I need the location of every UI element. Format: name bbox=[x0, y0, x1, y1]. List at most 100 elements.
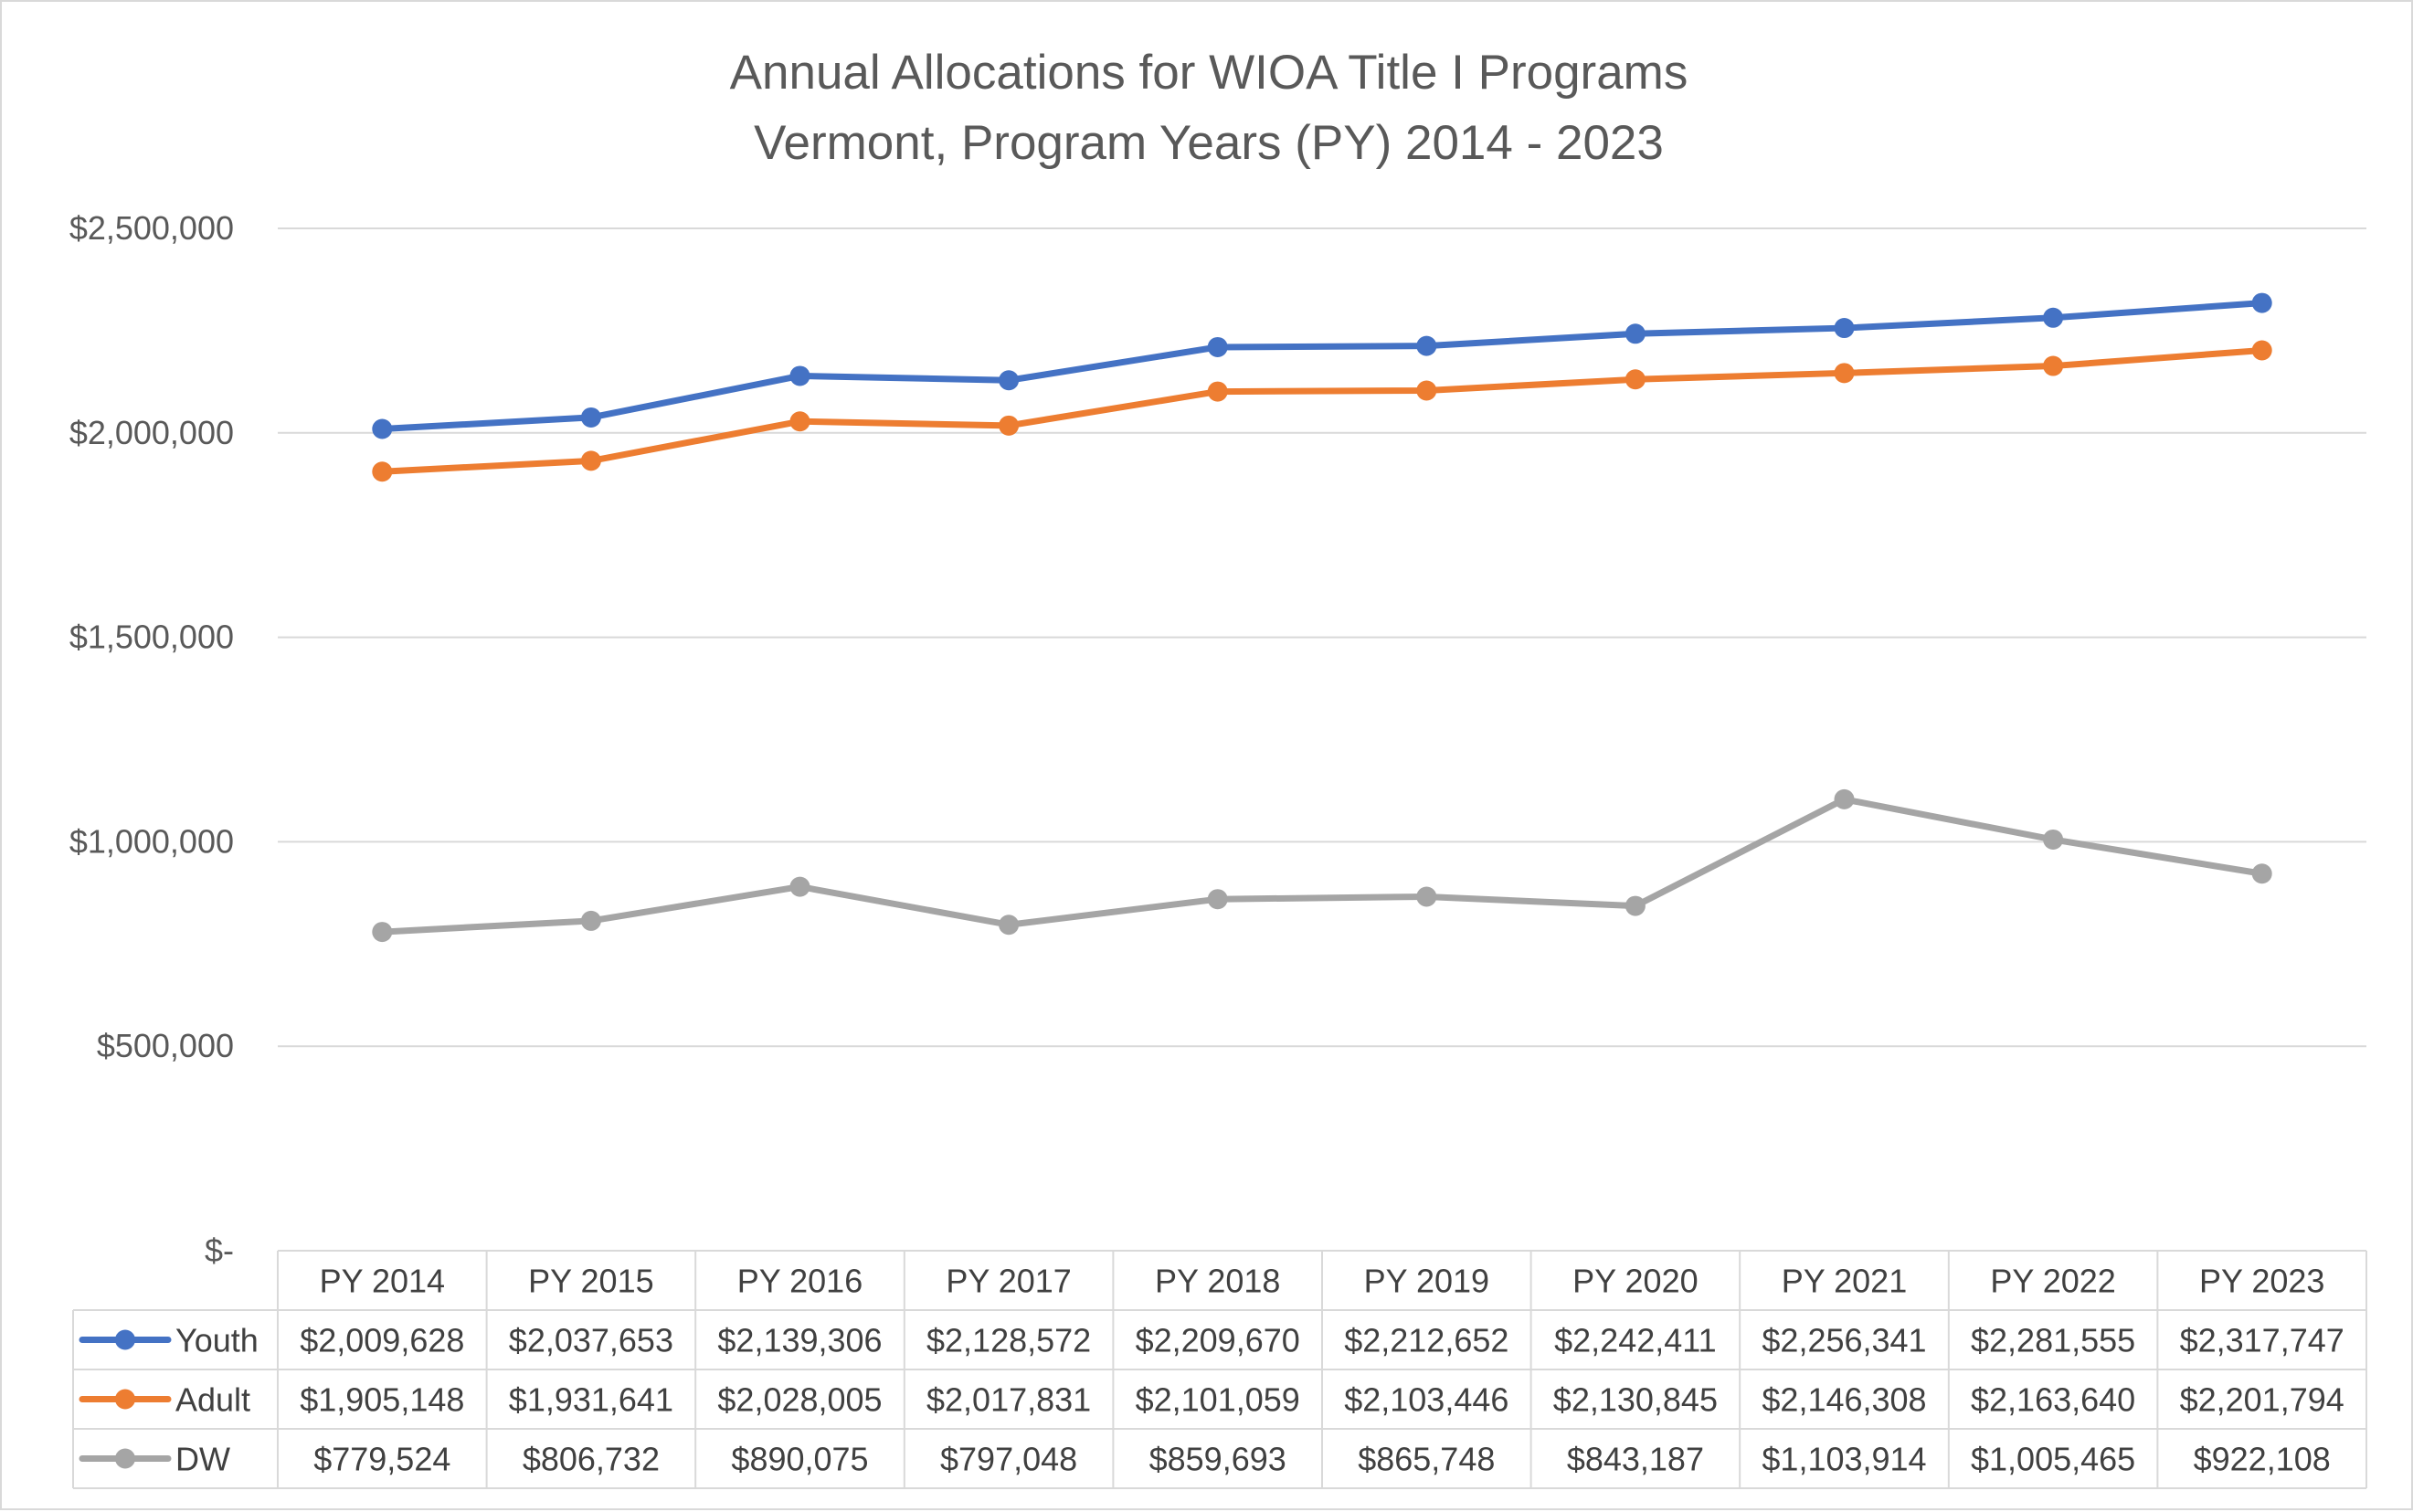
data-point bbox=[1207, 381, 1228, 402]
y-tick-label: $2,000,000 bbox=[69, 414, 234, 451]
data-point bbox=[372, 418, 393, 439]
data-point bbox=[1834, 318, 1855, 339]
category-label: PY 2016 bbox=[737, 1263, 863, 1300]
table-value: $2,028,005 bbox=[717, 1381, 882, 1419]
legend-key-dw bbox=[79, 1448, 172, 1469]
data-point bbox=[999, 415, 1020, 436]
data-point bbox=[2043, 355, 2064, 376]
table-value: $2,209,670 bbox=[1136, 1322, 1300, 1359]
data-point bbox=[580, 450, 601, 471]
data-point bbox=[2043, 829, 2064, 850]
y-tick-label: $2,500,000 bbox=[69, 209, 234, 247]
series-line-youth bbox=[378, 300, 2266, 432]
legend-marker bbox=[115, 1389, 135, 1410]
category-label: PY 2021 bbox=[1782, 1263, 1907, 1300]
table-value: $2,139,306 bbox=[717, 1322, 882, 1359]
table-value: $1,905,148 bbox=[300, 1381, 464, 1419]
series-line-dw bbox=[378, 796, 2266, 936]
chart-title: Annual Allocations for WIOA Title I Prog… bbox=[730, 46, 1688, 170]
data-point bbox=[1416, 380, 1437, 401]
data-point bbox=[1625, 369, 1646, 390]
category-label: PY 2014 bbox=[320, 1263, 445, 1300]
data-point bbox=[1416, 886, 1437, 907]
legend-key-youth bbox=[79, 1329, 172, 1350]
table-value: $843,187 bbox=[1567, 1441, 1704, 1478]
series-youth bbox=[372, 292, 2272, 439]
table-value: $2,212,652 bbox=[1344, 1322, 1508, 1359]
data-point bbox=[789, 876, 810, 897]
data-point bbox=[789, 365, 810, 386]
y-tick-label: $1,500,000 bbox=[69, 619, 234, 656]
legend-marker bbox=[115, 1329, 135, 1350]
chart-title-line-1: Annual Allocations for WIOA Title I Prog… bbox=[730, 46, 1688, 100]
category-label: PY 2020 bbox=[1572, 1263, 1698, 1300]
series-dw bbox=[372, 788, 2272, 943]
table-value: $2,130,845 bbox=[1553, 1381, 1718, 1419]
data-point bbox=[2251, 292, 2272, 313]
series-adult bbox=[372, 340, 2272, 482]
category-label: PY 2015 bbox=[528, 1263, 653, 1300]
table-value: $779,524 bbox=[313, 1441, 450, 1478]
data-point bbox=[1207, 336, 1228, 357]
data-point bbox=[1416, 335, 1437, 356]
table-value: $2,017,831 bbox=[926, 1381, 1091, 1419]
legend-marker bbox=[115, 1448, 135, 1469]
legend-label: DW bbox=[175, 1441, 230, 1478]
legend-label: Adult bbox=[175, 1381, 250, 1419]
data-point bbox=[2043, 307, 2064, 328]
series-line-adult bbox=[378, 346, 2266, 475]
gridlines bbox=[278, 227, 2366, 1048]
table-value: $2,242,411 bbox=[1554, 1322, 1717, 1359]
data-point bbox=[1834, 363, 1855, 384]
data-point bbox=[999, 370, 1020, 391]
category-label: PY 2017 bbox=[946, 1263, 1071, 1300]
table-value: $806,732 bbox=[523, 1441, 660, 1478]
plot-area bbox=[372, 292, 2272, 943]
category-label: PY 2022 bbox=[1990, 1263, 2115, 1300]
data-point bbox=[372, 922, 393, 943]
table-value: $2,101,059 bbox=[1136, 1381, 1300, 1419]
data-point bbox=[580, 910, 601, 931]
table-value: $2,103,446 bbox=[1344, 1381, 1508, 1419]
table-value: $922,108 bbox=[2194, 1441, 2331, 1478]
data-point bbox=[2251, 863, 2272, 884]
data-point bbox=[1625, 895, 1646, 916]
category-label: PY 2018 bbox=[1155, 1263, 1280, 1300]
table-value: $2,317,747 bbox=[2180, 1322, 2344, 1359]
data-point bbox=[999, 915, 1020, 936]
data-point bbox=[1207, 889, 1228, 910]
data-point bbox=[372, 461, 393, 482]
table-value: $859,693 bbox=[1149, 1441, 1286, 1478]
table-value: $2,037,653 bbox=[509, 1322, 673, 1359]
legend-label: Youth bbox=[175, 1322, 259, 1359]
table-value: $1,005,465 bbox=[1971, 1441, 2135, 1478]
data-point bbox=[1834, 788, 1855, 809]
table-value: $2,146,308 bbox=[1762, 1381, 1926, 1419]
chart-title-line-2: Vermont, Program Years (PY) 2014 - 2023 bbox=[754, 116, 1664, 170]
table-value: $1,931,641 bbox=[509, 1381, 673, 1419]
table-value: $890,075 bbox=[731, 1441, 868, 1478]
y-tick-label: $1,000,000 bbox=[69, 822, 234, 860]
table-value: $2,256,341 bbox=[1762, 1322, 1926, 1359]
category-label: PY 2019 bbox=[1364, 1263, 1489, 1300]
category-label: PY 2023 bbox=[2199, 1263, 2324, 1300]
table-value: $1,103,914 bbox=[1762, 1441, 1926, 1478]
table-value: $2,201,794 bbox=[2180, 1381, 2344, 1419]
table-value: $2,009,628 bbox=[300, 1322, 464, 1359]
data-table: PY 2014 PY 2015 PY 2016 PY 2017 PY 2018 PY 20… bbox=[72, 1250, 2367, 1489]
table-value: $2,128,572 bbox=[926, 1322, 1091, 1359]
data-point bbox=[580, 407, 601, 428]
y-tick-label: $- bbox=[205, 1232, 234, 1269]
data-point bbox=[1625, 323, 1646, 344]
table-value: $797,048 bbox=[940, 1441, 1077, 1478]
table-value: $865,748 bbox=[1358, 1441, 1495, 1478]
table-value: $2,163,640 bbox=[1971, 1381, 2135, 1419]
legend-key-adult bbox=[79, 1389, 172, 1410]
y-tick-label: $500,000 bbox=[97, 1027, 234, 1064]
table-value: $2,281,555 bbox=[1971, 1322, 2135, 1359]
y-axis-tick-labels: $- $500,000 $1,000,000 $1,500,000 $2,000,000… bbox=[69, 209, 234, 1269]
data-point bbox=[789, 411, 810, 432]
data-point bbox=[2251, 340, 2272, 361]
